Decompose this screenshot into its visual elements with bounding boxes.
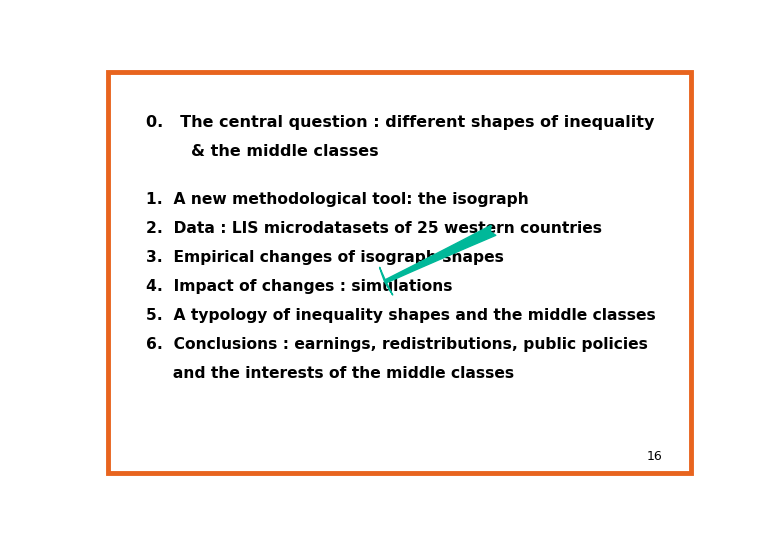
Text: 2.  Data : LIS microdatasets of 25 western countries: 2. Data : LIS microdatasets of 25 wester… — [146, 221, 602, 236]
Text: 1.  A new methodological tool: the isograph: 1. A new methodological tool: the isogra… — [146, 192, 529, 207]
Text: 4.  Impact of changes : simulations: 4. Impact of changes : simulations — [146, 279, 452, 294]
Text: and the interests of the middle classes: and the interests of the middle classes — [146, 366, 514, 381]
Text: 0.   The central question : different shapes of inequality: 0. The central question : different shap… — [146, 114, 654, 130]
Text: 16: 16 — [647, 450, 663, 463]
Text: & the middle classes: & the middle classes — [146, 144, 378, 159]
Text: 6.  Conclusions : earnings, redistributions, public policies: 6. Conclusions : earnings, redistributio… — [146, 337, 647, 352]
Text: 5.  A typology of inequality shapes and the middle classes: 5. A typology of inequality shapes and t… — [146, 308, 656, 323]
Text: 3.  Empirical changes of isograph shapes: 3. Empirical changes of isograph shapes — [146, 250, 504, 265]
